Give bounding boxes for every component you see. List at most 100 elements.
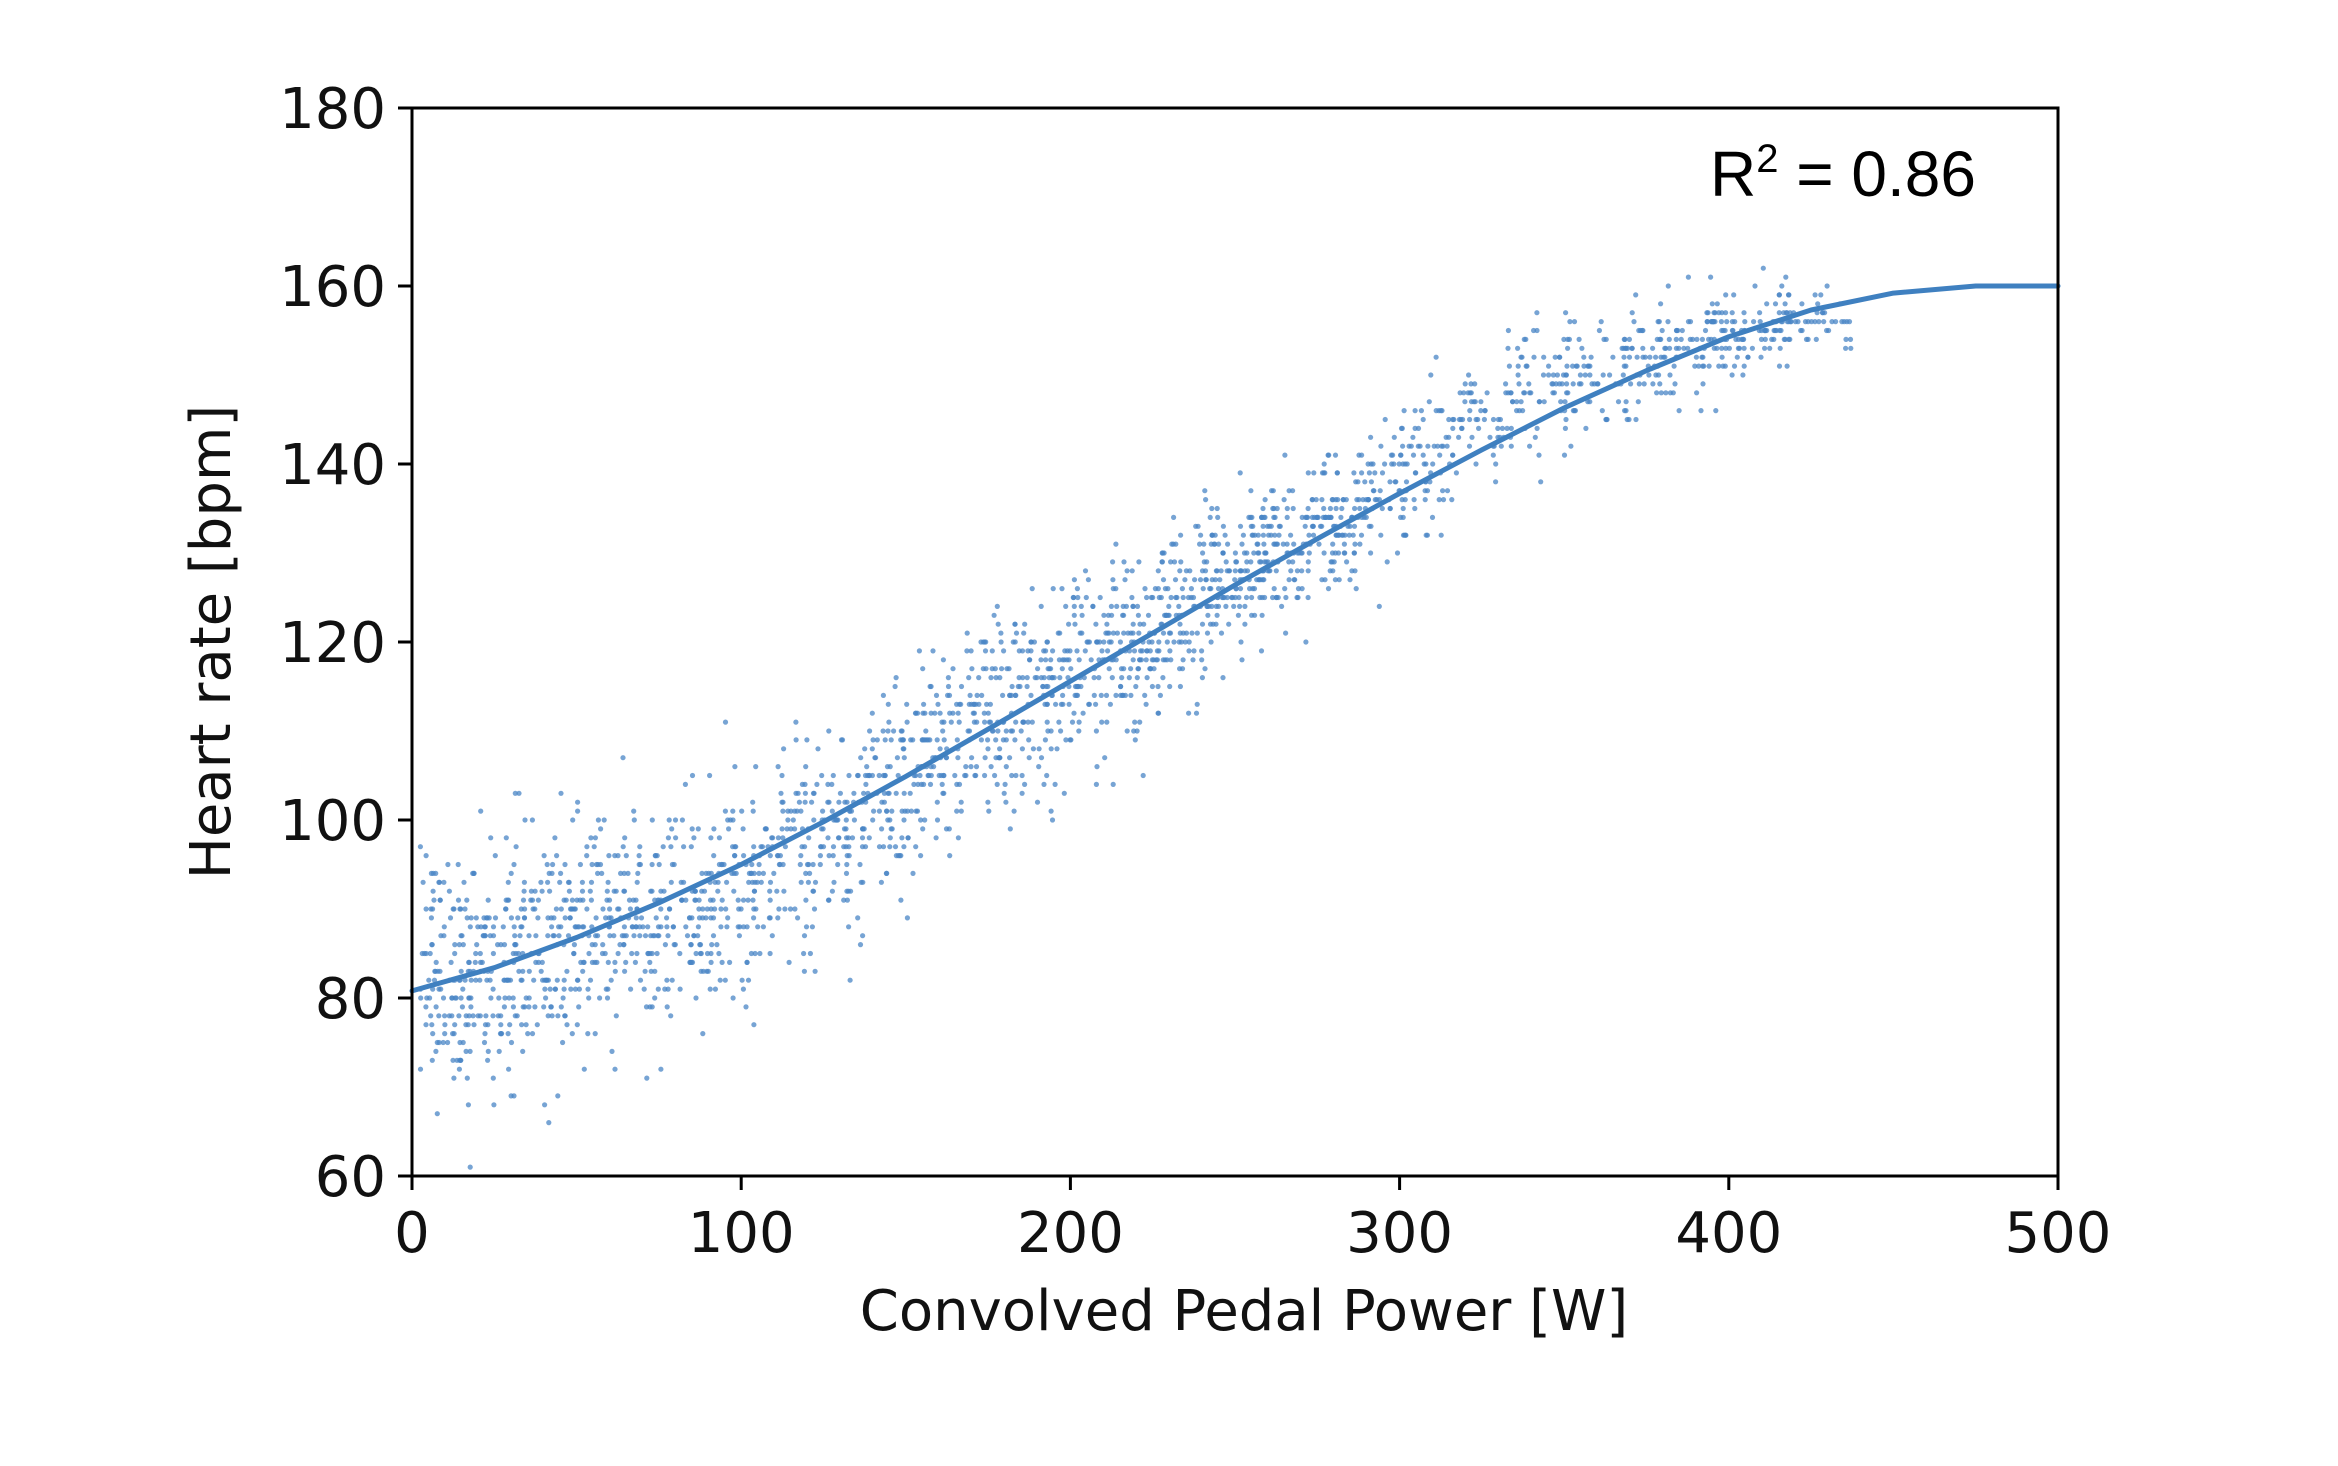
scatter-point (631, 808, 637, 814)
scatter-point (1570, 363, 1576, 369)
scatter-point (1563, 310, 1569, 316)
scatter-point (966, 675, 972, 681)
scatter-point (547, 986, 553, 992)
plot-frame (410, 106, 2060, 1178)
scatter-point (506, 995, 512, 1001)
scatter-point (736, 933, 743, 939)
scatter-point (1286, 559, 1292, 565)
scatter-point (1456, 434, 1462, 440)
scatter-point (1211, 541, 1217, 547)
scatter-point (523, 995, 529, 1001)
scatter-point (750, 808, 756, 814)
scatter-point (607, 906, 613, 912)
scatter-point (1016, 648, 1022, 654)
scatter-point (724, 924, 730, 930)
scatter-point (1321, 550, 1327, 556)
scatter-point (687, 959, 693, 966)
scatter-point (708, 870, 714, 877)
scatter-point (748, 950, 755, 957)
scatter-point (829, 888, 836, 894)
scatter-point (1508, 443, 1514, 449)
scatter-point (1099, 648, 1105, 654)
scatter-point (551, 915, 557, 921)
scatter-point (562, 861, 568, 868)
scatter-point (613, 1013, 619, 1019)
scatter-point (1118, 692, 1124, 699)
scatter-point (576, 1004, 582, 1010)
scatter-point (1453, 470, 1459, 476)
fit-curve (409, 283, 2061, 994)
scatter-point (1579, 345, 1585, 351)
scatter-point (1274, 505, 1280, 512)
scatter-point (1771, 336, 1777, 342)
scatter-point (1160, 577, 1167, 583)
scatter-point (1336, 577, 1342, 583)
scatter-point (870, 737, 876, 743)
scatter-point (1538, 479, 1544, 485)
scatter-point (1076, 657, 1082, 663)
scatter-point (777, 861, 783, 868)
scatter-point (1259, 612, 1265, 618)
scatter-point (1358, 532, 1365, 538)
scatter-point (1010, 639, 1016, 645)
scatter-point (1843, 345, 1849, 351)
scatter-point (1013, 719, 1019, 725)
scatter-point (898, 897, 904, 903)
scatter-point (844, 799, 850, 805)
scatter-point (955, 835, 962, 841)
scatter-point (838, 737, 845, 743)
scatter-point (1749, 345, 1755, 351)
scatter-point (796, 799, 803, 805)
scatter-point (863, 781, 869, 788)
scatter-point (1326, 452, 1332, 458)
scatter-point (1391, 434, 1397, 440)
scatter-point (1215, 514, 1221, 521)
scatter-point (972, 772, 978, 779)
scatter-point (451, 1075, 457, 1081)
scatter-point (1242, 621, 1248, 627)
scatter-point (1379, 505, 1385, 512)
scatter-point (995, 728, 1001, 734)
scatter-point (819, 772, 825, 779)
scatter-point (1338, 514, 1344, 521)
scatter-point (491, 1102, 497, 1108)
scatter-point (867, 728, 873, 734)
scatter-point (716, 835, 723, 841)
scatter-point (1201, 541, 1207, 547)
scatter-point (1199, 568, 1206, 574)
scatter-point (901, 746, 907, 752)
scatter-point (1314, 514, 1320, 521)
scatter-point (1144, 594, 1150, 601)
scatter-point (612, 968, 618, 974)
scatter-point (541, 1004, 547, 1010)
scatter-point (1767, 345, 1773, 351)
y-axis-label: Heart rate [bpm] (179, 405, 244, 880)
scatter-point (689, 826, 695, 832)
scatter-point (620, 844, 626, 850)
scatter-point (1205, 612, 1211, 618)
scatter-point (1141, 621, 1147, 627)
scatter-point (1017, 683, 1023, 690)
scatter-point (769, 933, 775, 939)
scatter-point (1418, 408, 1424, 414)
scatter-point (689, 772, 696, 779)
r-squared-annotation: R2 = 0.86 (1710, 137, 1976, 210)
scatter-point (1309, 523, 1315, 529)
scatter-point (1401, 532, 1408, 538)
scatter-point (430, 888, 436, 894)
scatter-point (732, 853, 738, 859)
scatter-point (562, 1013, 568, 1019)
scatter-point (516, 790, 522, 796)
scatter-point (1610, 354, 1616, 360)
scatter-point (1069, 719, 1076, 725)
scatter-point (1282, 586, 1288, 592)
r-squared-exponent: 2 (1756, 137, 1778, 181)
scatter-point (490, 1075, 496, 1081)
scatter-point (1428, 372, 1434, 378)
scatter-point (1498, 443, 1504, 449)
x-axis-label: Convolved Pedal Power [W] (860, 1279, 1628, 1344)
scatter-point (606, 853, 612, 859)
scatter-point (860, 933, 866, 939)
scatter-point (1758, 336, 1765, 342)
